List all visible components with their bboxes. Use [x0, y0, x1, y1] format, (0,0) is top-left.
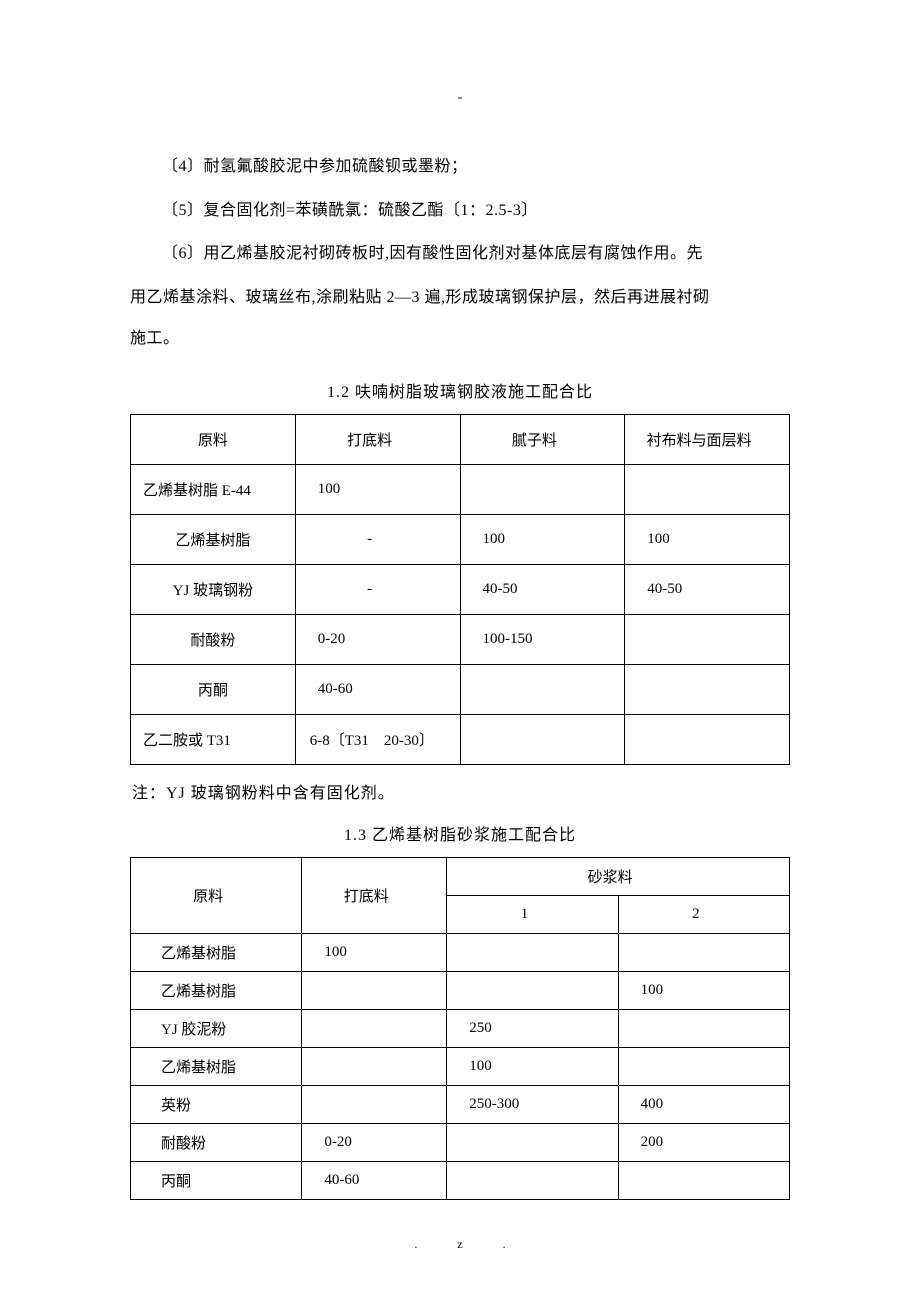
cell: 丙酮: [131, 664, 296, 714]
cell: 乙烯基树脂: [131, 1047, 302, 1085]
table2-header-cell: 2: [618, 895, 789, 933]
cell: 0-20: [302, 1123, 447, 1161]
table1-header-cell: 腻子料: [460, 414, 625, 464]
table1-header-cell: 衬布料与面层料: [625, 414, 790, 464]
table1-header-row: 原料 打底料 腻子料 衬布料与面层料: [131, 414, 790, 464]
cell: 250: [447, 1009, 618, 1047]
table2-header-cell: 原料: [131, 857, 302, 933]
table-row: 乙烯基树脂 100: [131, 1047, 790, 1085]
table1-title: 1.2 呋喃树脂玻璃钢胶液施工配合比: [130, 378, 790, 402]
cell: 6-8〔T31 20-30〕: [295, 714, 460, 764]
table-row: 丙酮 40-60: [131, 1161, 790, 1199]
table-row: 耐酸粉 0-20 100-150: [131, 614, 790, 664]
cell: 100-150: [460, 614, 625, 664]
cell: 耐酸粉: [131, 1123, 302, 1161]
cell: [447, 1161, 618, 1199]
cell: 乙烯基树脂: [131, 971, 302, 1009]
table2-header-row-1: 原料 打底料 砂浆料: [131, 857, 790, 895]
table2-header-cell: 打底料: [302, 857, 447, 933]
cell: 0-20: [295, 614, 460, 664]
cell: [460, 464, 625, 514]
cell: 40-60: [295, 664, 460, 714]
page-footer: .z.: [0, 1237, 920, 1252]
table-row: 乙烯基树脂 - 100 100: [131, 514, 790, 564]
cell: [460, 714, 625, 764]
cell: [302, 1009, 447, 1047]
table2-title: 1.3 乙烯基树脂砂浆施工配合比: [130, 821, 790, 845]
cell: 40-60: [302, 1161, 447, 1199]
cell: [625, 614, 790, 664]
cell: [625, 464, 790, 514]
cell: [302, 1085, 447, 1123]
cell: 乙烯基树脂 E-44: [131, 464, 296, 514]
table-row: 乙烯基树脂 100: [131, 971, 790, 1009]
cell: 40-50: [625, 564, 790, 614]
cell: [625, 714, 790, 764]
cell: 250-300: [447, 1085, 618, 1123]
cell: [618, 933, 789, 971]
cell: [447, 1123, 618, 1161]
cell: [447, 971, 618, 1009]
table1-header-cell: 原料: [131, 414, 296, 464]
table-row: 耐酸粉 0-20 200: [131, 1123, 790, 1161]
cell: 乙烯基树脂: [131, 933, 302, 971]
cell: 乙二胺或 T31: [131, 714, 296, 764]
table1-header-cell: 打底料: [295, 414, 460, 464]
table-row: YJ 胶泥粉 250: [131, 1009, 790, 1047]
cell: 英粉: [131, 1085, 302, 1123]
paragraph-6c: 施工。: [130, 318, 790, 360]
cell: 丙酮: [131, 1161, 302, 1199]
cell: [618, 1161, 789, 1199]
cell: 100: [460, 514, 625, 564]
cell: 耐酸粉: [131, 614, 296, 664]
cell: [302, 971, 447, 1009]
paragraph-5: 〔5〕复合固化剂=苯磺酰氯：硫酸乙酯〔1：2.5-3〕: [130, 190, 790, 232]
cell: 200: [618, 1123, 789, 1161]
table-row: 乙烯基树脂 E-44 100: [131, 464, 790, 514]
cell: -: [295, 564, 460, 614]
cell: 100: [625, 514, 790, 564]
cell: -: [295, 514, 460, 564]
table2-header-cell: 1: [447, 895, 618, 933]
cell: [618, 1047, 789, 1085]
paragraph-6b: 用乙烯基涂料、玻璃丝布,涂刷粘贴 2—3 遍,形成玻璃钢保护层，然后再进展衬砌: [130, 277, 790, 319]
cell: [625, 664, 790, 714]
paragraph-6a: 〔6〕用乙烯基胶泥衬砌砖板时,因有酸性固化剂对基体底层有腐蚀作用。先: [130, 233, 790, 275]
cell: 100: [618, 971, 789, 1009]
cell: 100: [295, 464, 460, 514]
cell: [460, 664, 625, 714]
table-1: 原料 打底料 腻子料 衬布料与面层料 乙烯基树脂 E-44 100 乙烯基树脂 …: [130, 414, 790, 765]
cell: [447, 933, 618, 971]
cell: [302, 1047, 447, 1085]
cell: YJ 玻璃钢粉: [131, 564, 296, 614]
cell: 40-50: [460, 564, 625, 614]
table-row: 乙烯基树脂 100: [131, 933, 790, 971]
cell: YJ 胶泥粉: [131, 1009, 302, 1047]
cell: 乙烯基树脂: [131, 514, 296, 564]
table-row: 乙二胺或 T31 6-8〔T31 20-30〕: [131, 714, 790, 764]
cell: 100: [302, 933, 447, 971]
table-row: YJ 玻璃钢粉 - 40-50 40-50: [131, 564, 790, 614]
cell: 100: [447, 1047, 618, 1085]
top-mark: -: [130, 90, 790, 106]
cell: 400: [618, 1085, 789, 1123]
table-row: 丙酮 40-60: [131, 664, 790, 714]
table-row: 英粉 250-300 400: [131, 1085, 790, 1123]
table-2: 原料 打底料 砂浆料 1 2 乙烯基树脂 100 乙烯基树脂 100 YJ 胶泥…: [130, 857, 790, 1200]
table1-note: 注：YJ 玻璃钢粉料中含有固化剂。: [132, 779, 790, 803]
cell: [618, 1009, 789, 1047]
paragraph-4: 〔4〕耐氢氟酸胶泥中参加硫酸钡或墨粉；: [130, 146, 790, 188]
table2-header-cell: 砂浆料: [447, 857, 790, 895]
